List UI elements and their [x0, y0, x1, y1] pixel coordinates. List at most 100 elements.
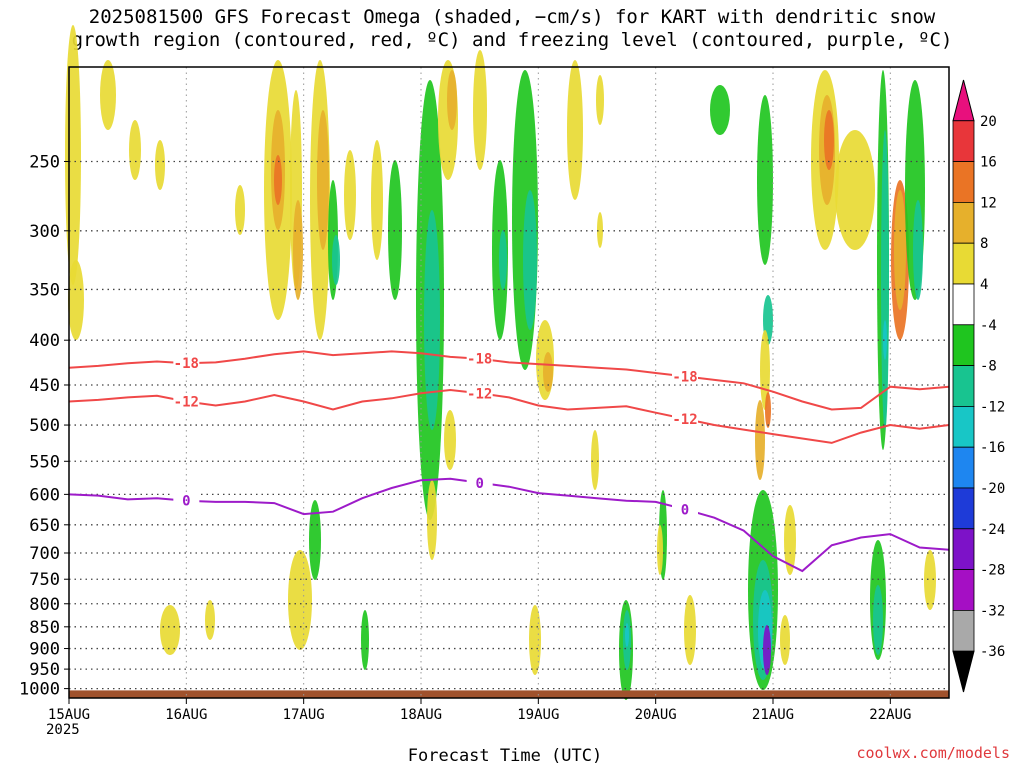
contour-label-bg	[466, 474, 493, 491]
chart-title: 2025081500 GFS Forecast Omega (shaded, −…	[71, 6, 953, 51]
contour-label-bg	[173, 355, 200, 372]
y-tick-label: 500	[29, 416, 60, 436]
y-tick-label: 550	[29, 452, 60, 472]
omega-shade	[591, 430, 599, 490]
omega-shade	[293, 200, 303, 300]
y-tick-label: 600	[29, 485, 60, 505]
x-axis-label: Forecast Time (UTC)	[407, 746, 603, 766]
omega-shade	[567, 60, 583, 200]
colorbar-label: -16	[980, 440, 1005, 456]
omega-shade	[444, 410, 456, 470]
x-tick-label: 22AUG	[869, 707, 911, 723]
colorbar-label: -4	[980, 318, 997, 334]
contour-label: -12	[672, 412, 697, 428]
credit-link[interactable]: coolwx.com/models	[856, 744, 1010, 762]
colorbar-label: -24	[980, 522, 1005, 538]
y-tick-label: 300	[29, 222, 60, 242]
omega-shade	[388, 160, 402, 300]
plot-frame	[68, 66, 950, 699]
omega-shade	[757, 95, 773, 265]
colorbar-bin	[952, 569, 975, 611]
omega-shade	[543, 352, 553, 392]
omega-shade	[427, 480, 437, 560]
colorbar-bin	[952, 487, 975, 530]
omega-shade	[361, 610, 369, 670]
colorbar-label: -8	[980, 359, 997, 375]
omega-shade	[371, 140, 383, 260]
colorbar-arrow-top	[952, 79, 975, 122]
y-tick-label: 700	[29, 544, 60, 564]
colorbar-label: 4	[980, 277, 988, 293]
omega-shade	[523, 190, 537, 330]
y-tick-label: 900	[29, 640, 60, 660]
y-tick-label: 650	[29, 516, 60, 536]
omega-shade	[288, 550, 312, 650]
omega-shade	[205, 600, 215, 640]
contour-label-bg	[672, 410, 698, 427]
omega-shade	[344, 150, 356, 240]
colorbar-label: -28	[980, 563, 1005, 579]
colorbar-label: 20	[980, 114, 997, 130]
colorbar-arrow-bottom	[952, 650, 975, 693]
contour-label: 0	[182, 494, 190, 510]
contour-label-bg	[466, 350, 493, 367]
contour-label-bg	[173, 393, 200, 410]
colorbar-label: 8	[980, 236, 988, 252]
omega-shade	[597, 212, 603, 248]
contour-label: -18	[467, 352, 492, 368]
omega-shade	[873, 585, 883, 655]
omega-shade	[160, 605, 180, 655]
omega-shade	[780, 615, 790, 665]
contour-label: -18	[174, 356, 199, 372]
y-tick-label: 350	[29, 280, 60, 300]
plot-area	[69, 67, 949, 698]
colorbar-bin	[952, 446, 975, 489]
x-tick-label: 18AUG	[400, 707, 442, 723]
omega-shade	[424, 210, 440, 430]
colorbar-bin	[952, 528, 975, 570]
y-tick-label: 950	[29, 660, 60, 680]
y-tick-label: 850	[29, 618, 60, 638]
y-tick-label: 450	[29, 376, 60, 396]
contour-label: -18	[672, 369, 697, 385]
omega-shade	[317, 110, 329, 250]
omega-shade	[763, 625, 771, 675]
contour-label: 0	[475, 476, 483, 492]
contour-line	[68, 350, 950, 411]
contour-label-bg	[672, 368, 698, 385]
omega-shade	[529, 605, 541, 675]
omega-shade	[499, 230, 507, 290]
omega-shade	[625, 623, 629, 647]
omega-shade	[68, 260, 84, 340]
omega-shade	[924, 550, 936, 610]
omega-shade	[835, 130, 875, 250]
omega-shade	[309, 500, 321, 580]
omega-shade	[657, 525, 663, 575]
surface-ground	[69, 690, 949, 698]
contour-label: -12	[467, 386, 492, 402]
x-year-label: 2025	[46, 722, 80, 738]
omega-shade	[784, 505, 796, 575]
omega-shade	[596, 75, 604, 125]
omega-shade	[710, 85, 730, 135]
omega-shade	[332, 235, 340, 285]
omega-shade	[684, 595, 696, 665]
x-tick-label: 19AUG	[517, 707, 559, 723]
colorbar-label: -32	[980, 603, 1005, 619]
colorbar-label: -36	[980, 644, 1005, 660]
colorbar-bin	[952, 120, 975, 163]
x-tick-label: 16AUG	[165, 707, 207, 723]
omega-shade	[155, 140, 165, 190]
contour-label: -12	[174, 395, 199, 411]
contour-label: 0	[681, 502, 689, 518]
omega-shade	[129, 120, 141, 180]
contour-label-bg	[672, 501, 698, 518]
omega-shade	[235, 185, 245, 235]
omega-shade	[447, 70, 457, 130]
contour-label-bg	[173, 492, 200, 509]
y-tick-label: 1000	[19, 680, 60, 700]
x-tick-label: 20AUG	[635, 707, 677, 723]
contour-line	[68, 388, 950, 444]
omega-shade	[65, 25, 81, 285]
